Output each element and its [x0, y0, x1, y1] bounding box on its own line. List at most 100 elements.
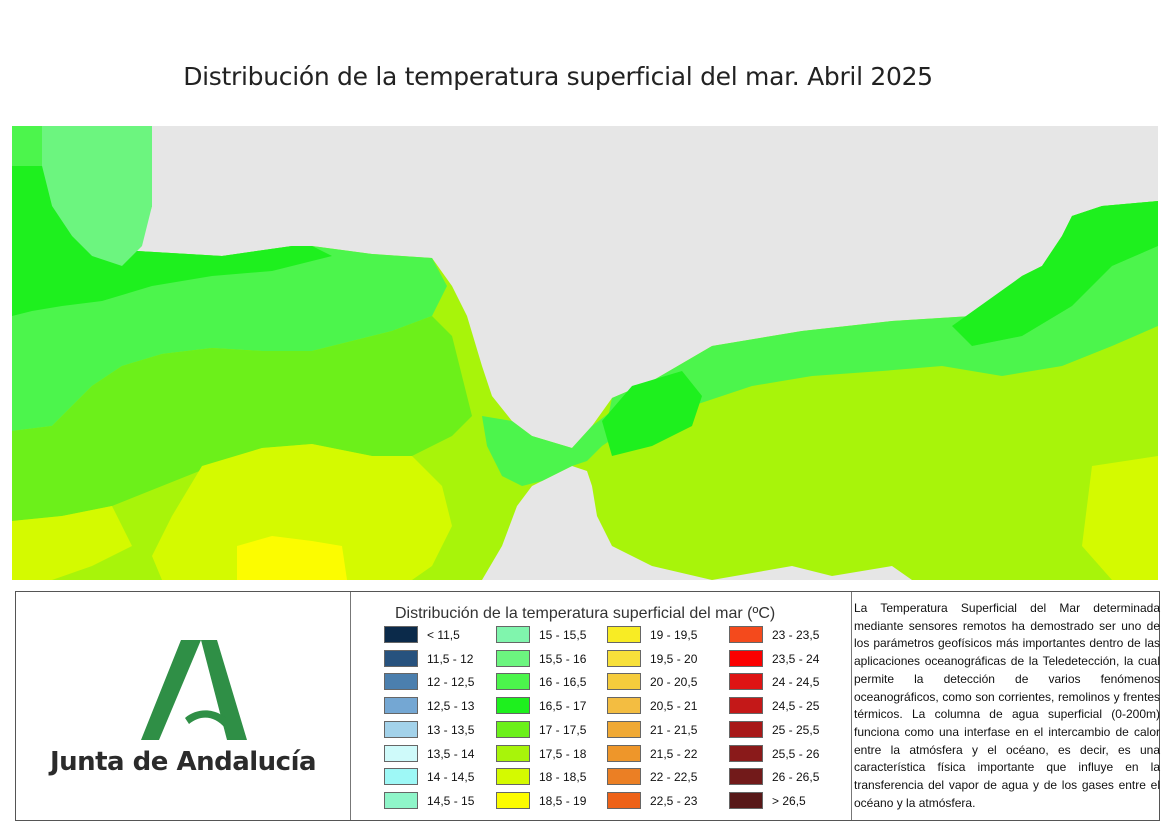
legend-swatch	[496, 697, 530, 715]
legend-item: < 11,5	[384, 626, 494, 644]
description-text: La Temperatura Superficial del Mar deter…	[854, 601, 1160, 810]
legend-item: 21 - 21,5	[607, 720, 717, 739]
legend-swatch	[496, 768, 530, 786]
legend-label: 17 - 17,5	[539, 722, 587, 737]
legend-swatch	[384, 720, 418, 738]
legend-label: 21,5 - 22	[650, 746, 698, 761]
legend-label: 24,5 - 25	[772, 699, 820, 714]
legend-label: 12 - 12,5	[427, 675, 475, 690]
legend-panel: Junta de Andalucía Distribución de la te…	[15, 591, 1160, 821]
legend-item: 15,5 - 16	[496, 649, 606, 668]
legend-label: 16,5 - 17	[539, 699, 587, 714]
legend-item: 17 - 17,5	[496, 720, 606, 739]
west-coast-yellow	[12, 506, 132, 580]
legend-item: 12 - 12,5	[384, 673, 494, 691]
alboran-north-zone	[602, 201, 1158, 446]
legend-label: 14 - 14,5	[427, 770, 475, 785]
legend-label: 18 - 18,5	[539, 770, 587, 785]
legend-item: 17,5 - 18	[496, 744, 606, 763]
legend-swatch	[384, 626, 418, 643]
legend-swatch	[496, 720, 530, 738]
legend-item: 15 - 15,5	[496, 626, 606, 644]
legend-item: 20 - 20,5	[607, 673, 717, 691]
legend-item: 19,5 - 20	[607, 649, 717, 668]
legend-swatch	[729, 744, 763, 762]
legend-item: 11,5 - 12	[384, 649, 494, 668]
legend-label: 12,5 - 13	[427, 699, 475, 714]
legend-swatch	[384, 673, 418, 691]
legend-label: 14,5 - 15	[427, 793, 475, 808]
legend-label: 23 - 23,5	[772, 628, 820, 642]
legend-swatch	[607, 649, 641, 667]
legend-label: 20 - 20,5	[650, 675, 698, 690]
legend-label: 15 - 15,5	[539, 628, 587, 642]
legend-label: 22,5 - 23	[650, 793, 698, 808]
map-raster	[12, 126, 1158, 580]
legend-label: 22 - 22,5	[650, 770, 698, 785]
legend-swatch	[384, 791, 418, 809]
legend-swatch	[496, 673, 530, 691]
legend-swatch	[729, 720, 763, 738]
logo-text: Junta de Andalucía	[49, 747, 317, 777]
legend-item: 26 - 26,5	[729, 768, 839, 786]
legend-label: 18,5 - 19	[539, 793, 587, 808]
legend-item: 21,5 - 22	[607, 744, 717, 763]
legend-swatch	[496, 744, 530, 762]
atlantic-coastal-strip	[12, 166, 332, 316]
legend-swatch	[607, 626, 641, 643]
legend-item: 24,5 - 25	[729, 697, 839, 715]
legend-swatch	[607, 744, 641, 762]
legend-item: 16,5 - 17	[496, 697, 606, 715]
legend-swatch	[729, 697, 763, 715]
legend-swatch	[607, 791, 641, 809]
legend-item: 18,5 - 19	[496, 791, 606, 810]
legend-label: 24 - 24,5	[772, 675, 820, 690]
legend-swatch	[729, 649, 763, 667]
atlantic-hot-spot	[237, 536, 347, 580]
legend-item: 25 - 25,5	[729, 720, 839, 739]
logo-area: Junta de Andalucía	[16, 592, 351, 820]
legend-swatch	[496, 626, 530, 643]
legend-label: 23,5 - 24	[772, 651, 820, 666]
legend-item: 13 - 13,5	[384, 720, 494, 739]
legend-item: 22,5 - 23	[607, 791, 717, 810]
legend-swatch	[729, 673, 763, 691]
legend-item: 18 - 18,5	[496, 768, 606, 786]
map-title: Distribución de la temperatura superfici…	[183, 62, 933, 91]
strait-zone	[482, 411, 612, 486]
legend-swatch	[384, 649, 418, 667]
legend-item: 16 - 16,5	[496, 673, 606, 691]
legend-label: 15,5 - 16	[539, 651, 587, 666]
legend-swatch	[607, 720, 641, 738]
legend-swatch	[729, 791, 763, 809]
northwest-cool-patch	[42, 126, 152, 266]
legend-label: 25 - 25,5	[772, 722, 820, 737]
legend-label: 21 - 21,5	[650, 722, 698, 737]
legend-item: 23 - 23,5	[729, 626, 839, 644]
legend-item: 23,5 - 24	[729, 649, 839, 668]
legend-label: 26 - 26,5	[772, 770, 820, 785]
legend-swatch	[729, 768, 763, 786]
legend-swatch	[384, 697, 418, 715]
legend-item: > 26,5	[729, 791, 839, 810]
alboran-east-strip	[952, 201, 1158, 346]
legend-label: 11,5 - 12	[427, 651, 474, 666]
legend-item: 14 - 14,5	[384, 768, 494, 786]
legend-item: 13,5 - 14	[384, 744, 494, 763]
legend-item: 19 - 19,5	[607, 626, 717, 644]
legend-swatch	[607, 697, 641, 715]
legend-label: 19 - 19,5	[650, 628, 698, 642]
legend-swatch	[607, 768, 641, 786]
legend: Distribución de la temperatura superfici…	[351, 592, 852, 820]
legend-item: 20,5 - 21	[607, 697, 717, 715]
legend-label: < 11,5	[427, 628, 460, 642]
legend-label: 13,5 - 14	[427, 746, 475, 761]
legend-label: 17,5 - 18	[539, 746, 587, 761]
legend-swatch	[384, 744, 418, 762]
legend-swatch	[496, 649, 530, 667]
legend-swatch	[384, 768, 418, 786]
legend-title: Distribución de la temperatura superfici…	[395, 605, 776, 622]
legend-label: > 26,5	[772, 793, 806, 808]
sea-temperature-map	[12, 126, 1158, 580]
legend-item: 12,5 - 13	[384, 697, 494, 715]
